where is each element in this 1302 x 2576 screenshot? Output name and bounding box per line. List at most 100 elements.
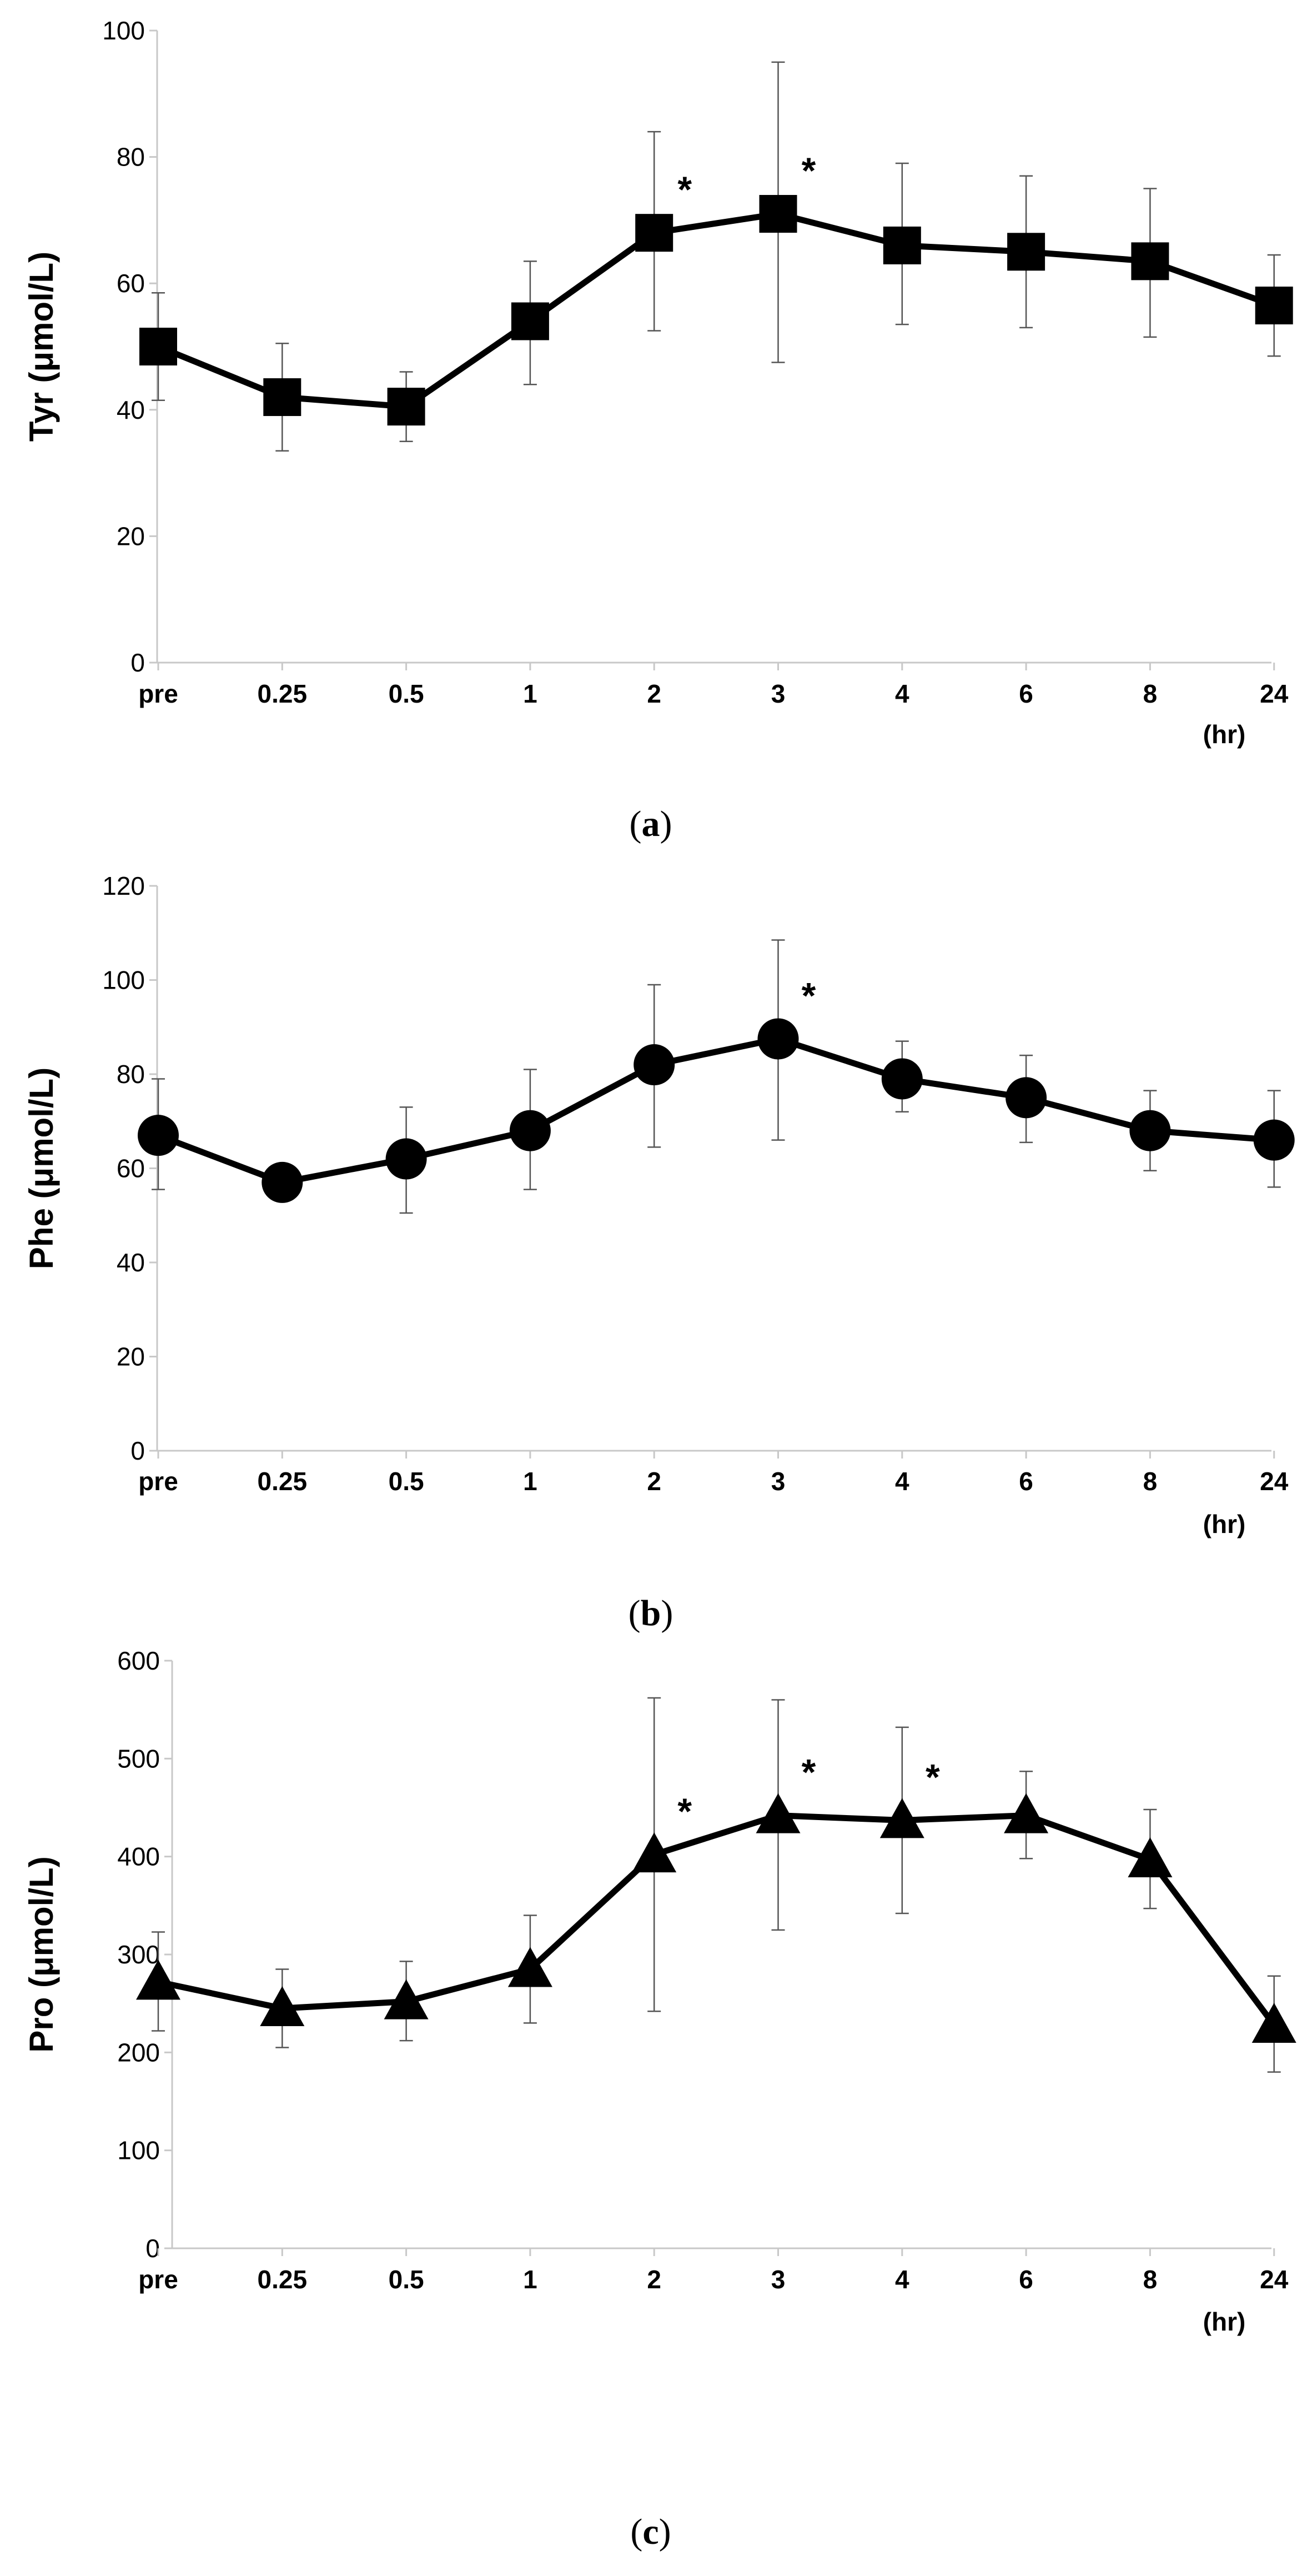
panel-caption: (a) [630, 804, 672, 844]
x-tick-label: 8 [1143, 2265, 1158, 2294]
significance-star: * [677, 1791, 692, 1832]
y-tick-label: 80 [117, 1060, 145, 1089]
x-tick-label: pre [138, 679, 178, 708]
x-tick-label: 0.25 [258, 1467, 308, 1496]
data-point-square [511, 302, 549, 340]
y-tick-label: 200 [117, 2038, 160, 2067]
x-tick-label: 0.5 [389, 2265, 424, 2294]
y-axis-title: Phe (μmol/L) [23, 1068, 60, 1269]
data-point-square [635, 214, 673, 252]
caption-open-paren: ( [629, 1593, 641, 1633]
data-point-triangle [260, 1986, 305, 2026]
data-point-circle [1253, 1119, 1295, 1161]
x-tick-label: 6 [1019, 2265, 1033, 2294]
caption-letter: b [641, 1593, 661, 1633]
data-point-triangle [384, 1979, 429, 2019]
y-tick-label: 120 [102, 871, 145, 900]
y-tick-label: 20 [117, 522, 145, 550]
y-tick-label: 40 [117, 1248, 145, 1277]
x-tick-label: 3 [771, 2265, 786, 2294]
y-tick-label: 400 [117, 1842, 160, 1871]
x-tick-label: 2 [647, 679, 661, 708]
data-point-square [1007, 233, 1045, 271]
x-tick-label: 2 [647, 2265, 661, 2294]
y-tick-label: 20 [117, 1342, 145, 1371]
data-point-square [759, 195, 797, 233]
significance-star: * [926, 1756, 940, 1797]
data-point-circle [1006, 1077, 1047, 1119]
x-tick-label: 24 [1260, 2265, 1289, 2294]
x-tick-label: 0.5 [389, 679, 424, 708]
caption-open-paren: ( [630, 804, 642, 844]
series-line [157, 211, 1275, 410]
data-point-triangle [1004, 1793, 1049, 1833]
y-tick-label: 100 [102, 966, 145, 995]
x-tick-label: 1 [523, 1467, 537, 1496]
panel-caption: (c) [630, 2512, 671, 2552]
x-tick-label: 24 [1260, 1467, 1289, 1496]
x-tick-label: 0.25 [258, 2265, 308, 2294]
x-unit-label: (hr) [1203, 2307, 1246, 2336]
data-point-circle [1129, 1110, 1171, 1151]
data-point-circle [385, 1138, 427, 1180]
x-tick-label: 6 [1019, 1467, 1033, 1496]
panel-caption: (b) [629, 1593, 673, 1633]
x-unit-label: (hr) [1203, 1510, 1246, 1538]
x-tick-label: 24 [1260, 679, 1289, 708]
caption-close-paren: ) [660, 804, 672, 844]
y-tick-label: 100 [102, 16, 145, 45]
data-point-square [387, 388, 425, 426]
x-tick-label: 1 [523, 679, 537, 708]
data-point-triangle [632, 1832, 677, 1873]
x-tick-label: 4 [895, 2265, 909, 2294]
y-axis-title: Pro (μmol/L) [23, 1856, 60, 2052]
caption-letter: c [642, 2512, 658, 2552]
y-tick-label: 40 [117, 395, 145, 424]
data-point-square [139, 328, 177, 365]
significance-star: * [802, 150, 816, 191]
x-tick-label: 4 [895, 1467, 909, 1496]
x-tick-label: 8 [1143, 679, 1158, 708]
x-tick-label: pre [138, 2265, 178, 2294]
y-tick-label: 100 [117, 2136, 160, 2165]
data-point-square [883, 226, 921, 264]
caption-open-paren: ( [630, 2512, 642, 2552]
significance-star: * [802, 975, 816, 1016]
x-tick-label: 2 [647, 1467, 661, 1496]
y-tick-label: 0 [130, 1436, 145, 1465]
x-tick-label: 0.5 [389, 1467, 424, 1496]
y-tick-label: 60 [117, 1154, 145, 1183]
data-point-circle [881, 1058, 923, 1100]
x-tick-label: 6 [1019, 679, 1033, 708]
y-tick-label: 500 [117, 1744, 160, 1773]
data-point-square [1131, 242, 1169, 280]
x-tick-label: 8 [1143, 1467, 1158, 1496]
data-point-square [263, 378, 301, 417]
x-unit-label: (hr) [1203, 720, 1246, 749]
data-point-circle [262, 1161, 303, 1203]
x-tick-label: 3 [771, 679, 786, 708]
x-tick-label: 1 [523, 2265, 537, 2294]
data-point-circle [634, 1044, 675, 1086]
y-tick-label: 60 [117, 269, 145, 298]
significance-star: * [677, 169, 692, 210]
caption-close-paren: ) [659, 2512, 671, 2552]
series-line [157, 1035, 1275, 1186]
panel-a: 0 20 40 60 80 100 pre 0.25 0.5 1 2 3 4 6 8 24 (hr) Tyr (μ… [23, 16, 1293, 844]
data-point-triangle [1251, 2002, 1296, 2043]
data-point-circle [509, 1110, 551, 1151]
x-tick-label: pre [138, 1467, 178, 1496]
caption-close-paren: ) [661, 1593, 673, 1633]
data-point-triangle [136, 1959, 180, 2000]
data-point-triangle [1128, 1837, 1173, 1877]
data-point-triangle [507, 1947, 552, 1987]
data-point-square [1255, 287, 1293, 325]
y-axis-title: Tyr (μmol/L) [23, 252, 60, 442]
series-line [157, 1812, 1277, 2027]
x-tick-label: 3 [771, 1467, 786, 1496]
data-point-circle [757, 1018, 799, 1060]
y-tick-label: 600 [117, 1646, 160, 1675]
data-point-triangle [879, 1798, 924, 1838]
